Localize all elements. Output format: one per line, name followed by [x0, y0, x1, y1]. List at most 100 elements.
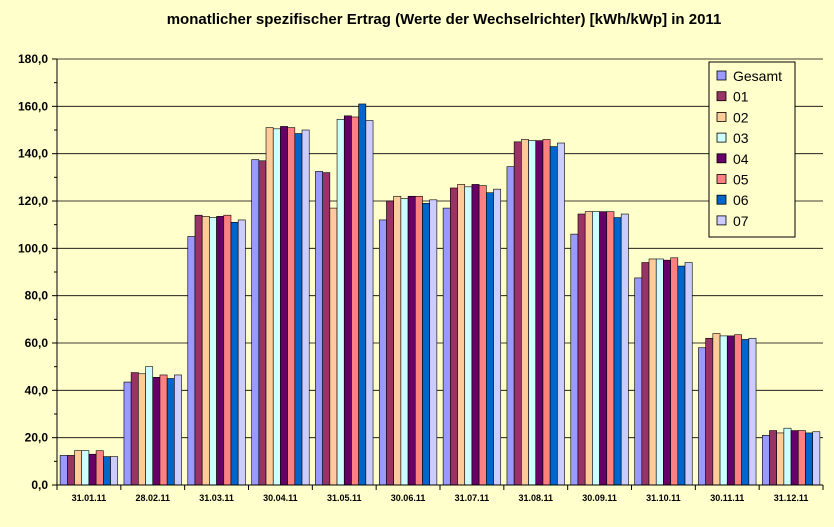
legend-label-Gesamt: Gesamt	[733, 68, 782, 84]
bar-05-31.03.11	[223, 214, 232, 486]
legend-swatch-Gesamt	[716, 70, 727, 81]
y-tick-label: 140,0	[18, 147, 48, 161]
legend-label-07: 07	[733, 213, 749, 229]
legend-label-01: 01	[733, 89, 749, 105]
bar-04-28.02.11	[152, 377, 161, 486]
bar-04-31.08.11	[535, 140, 544, 486]
bar-02-31.10.11	[648, 258, 657, 486]
bar-03-31.05.11	[336, 119, 345, 486]
bar-04-31.01.11	[88, 453, 97, 486]
legend-swatch-02	[716, 112, 727, 122]
x-tick-label: 30.11.11	[710, 493, 744, 503]
bar-01-31.05.11	[322, 172, 331, 486]
y-tick-labels: 0,0 20,0 40,0 60,0 80,0 100,0 120,0 140,0 160,0 1…	[18, 52, 48, 492]
bar-07-30.04.11	[301, 129, 310, 486]
bar-05-30.09.11	[606, 211, 615, 486]
bar-02-31.12.11	[776, 432, 785, 486]
bar-03-31.12.11	[783, 427, 792, 486]
bar-05-31.07.11	[478, 185, 487, 486]
bar-01-31.03.11	[194, 214, 203, 486]
bar-01-30.04.11	[258, 160, 267, 486]
bar-04-31.03.11	[216, 216, 225, 486]
bar-02-30.06.11	[393, 195, 402, 486]
bar-01-31.01.11	[67, 455, 75, 486]
bar-03-31.07.11	[464, 186, 473, 486]
y-tick-label: 80,0	[25, 289, 49, 303]
bar-07-31.03.11	[237, 219, 246, 486]
bar-05-30.06.11	[414, 195, 423, 486]
bar-06-30.09.11	[613, 217, 622, 486]
bar-04-30.06.11	[407, 195, 416, 486]
bar-04-31.07.11	[471, 184, 480, 486]
bar-05-30.04.11	[287, 127, 296, 486]
bar-05-28.02.11	[159, 374, 168, 486]
x-tick-label: 31.07.11	[455, 493, 490, 503]
axes	[52, 58, 824, 490]
x-tick-label: 30.09.11	[582, 493, 617, 503]
bar-Gesamt-28.02.11	[123, 381, 132, 486]
bars	[59, 103, 821, 486]
bar-Gesamt-30.09.11	[570, 233, 579, 486]
bar-07-31.08.11	[557, 142, 565, 486]
bar-02-31.03.11	[201, 216, 210, 486]
y-tick-label: 120,0	[18, 194, 48, 208]
bar-02-30.11.11	[712, 333, 721, 486]
legend-label-04: 04	[733, 151, 749, 167]
legend-swatch-07	[716, 215, 727, 226]
bar-01-31.08.11	[513, 141, 522, 486]
bar-01-31.07.11	[450, 187, 458, 486]
x-tick-label: 31.01.11	[72, 493, 107, 503]
bar-02-31.05.11	[329, 207, 338, 486]
bar-06-31.10.11	[677, 265, 686, 486]
bar-01-31.10.11	[641, 262, 650, 486]
bar-03-30.04.11	[272, 128, 281, 486]
bar-01-28.02.11	[130, 372, 139, 486]
x-tick-labels: 31.01.11 28.02.11 31.03.11 30.04.11 31.05.11…	[72, 493, 809, 503]
bar-02-31.01.11	[74, 450, 83, 486]
bar-06-31.01.11	[103, 456, 111, 486]
y-tick-label: 20,0	[25, 431, 49, 445]
bar-Gesamt-31.08.11	[506, 166, 515, 486]
x-tick-label: 31.10.11	[646, 493, 681, 503]
y-tick-label: 0,0	[31, 478, 48, 492]
bar-03-28.02.11	[145, 366, 154, 486]
y-tick-label: 100,0	[18, 241, 48, 255]
x-tick-label: 28.02.11	[135, 493, 170, 503]
bar-05-31.12.11	[797, 430, 806, 486]
legend-swatch-05	[716, 174, 727, 184]
bar-04-31.12.11	[790, 430, 799, 486]
bar-01-31.12.11	[769, 430, 777, 486]
bar-03-30.06.11	[400, 198, 409, 486]
bar-Gesamt-30.04.11	[251, 159, 260, 486]
x-tick-label: 31.05.11	[327, 493, 362, 503]
x-tick-label: 30.06.11	[391, 493, 426, 503]
bar-Gesamt-31.01.11	[59, 455, 68, 486]
bar-06-31.07.11	[486, 192, 494, 486]
bar-02-30.04.11	[265, 127, 274, 486]
y-tick-label: 40,0	[25, 383, 49, 397]
bar-02-28.02.11	[138, 373, 146, 486]
bar-06-30.06.11	[422, 203, 430, 486]
bar-06-31.08.11	[549, 146, 558, 486]
bar-03-31.08.11	[528, 140, 537, 486]
bar-07-31.07.11	[493, 188, 502, 486]
bar-07-28.02.11	[174, 374, 182, 486]
bar-04-30.04.11	[280, 126, 288, 486]
x-tick-label: 31.12.11	[774, 493, 809, 503]
bar-07-31.05.11	[365, 120, 374, 486]
bar-06-30.11.11	[741, 339, 750, 486]
bar-05-30.11.11	[734, 334, 742, 486]
legend-box	[708, 61, 796, 238]
bar-05-31.10.11	[670, 257, 679, 486]
bar-Gesamt-31.10.11	[634, 277, 643, 486]
plot-area	[57, 59, 823, 485]
bar-07-31.12.11	[812, 431, 821, 486]
bar-07-31.10.11	[684, 262, 693, 486]
y-tick-label: 60,0	[25, 336, 49, 350]
legend-swatch-03	[716, 132, 727, 143]
bar-05-31.05.11	[351, 116, 359, 486]
legend-label-02: 02	[733, 109, 749, 125]
bar-01-30.09.11	[577, 213, 586, 486]
bar-03-31.03.11	[209, 217, 217, 486]
bar-06-28.02.11	[166, 378, 175, 486]
